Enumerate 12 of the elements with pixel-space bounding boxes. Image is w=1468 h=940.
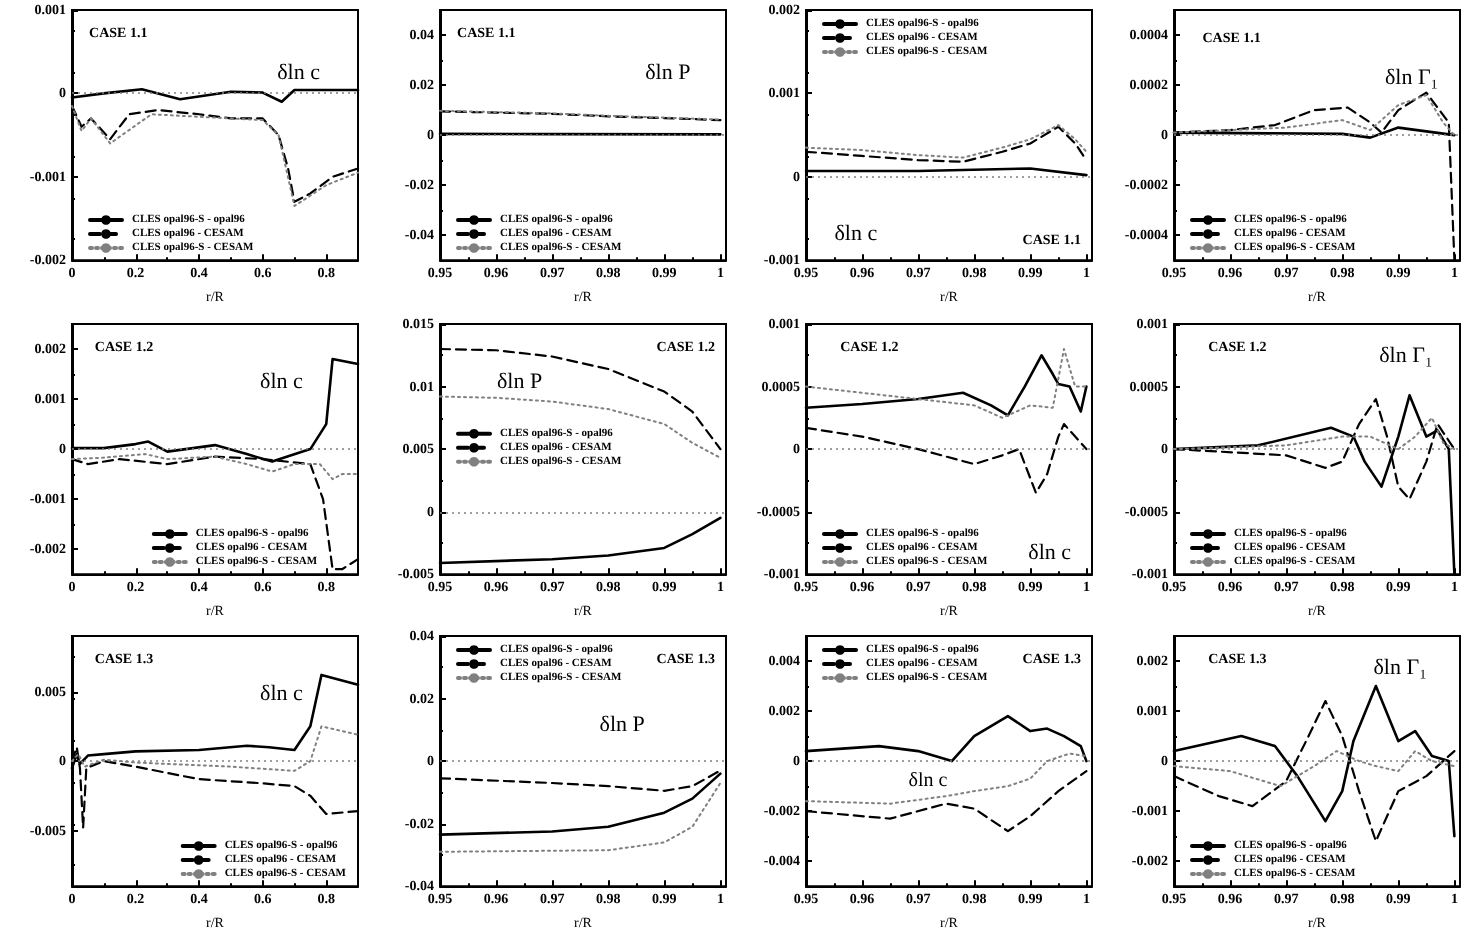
annotation: δln c <box>834 221 878 246</box>
annotation: δln Γ₁ <box>1372 656 1427 681</box>
annotation: δln P <box>598 713 644 738</box>
annotation: δln Γ₁ <box>1383 66 1438 91</box>
annotation: δln c <box>277 60 321 85</box>
annotation: δln c <box>1028 540 1072 565</box>
annotation: δln c <box>260 682 304 707</box>
annotation: δln c <box>908 770 949 793</box>
annotation: δln c <box>260 368 304 393</box>
annotation: δln Γ₁ <box>1378 343 1432 368</box>
annotation: δln P <box>496 368 542 393</box>
annotation: δln P <box>644 60 690 85</box>
